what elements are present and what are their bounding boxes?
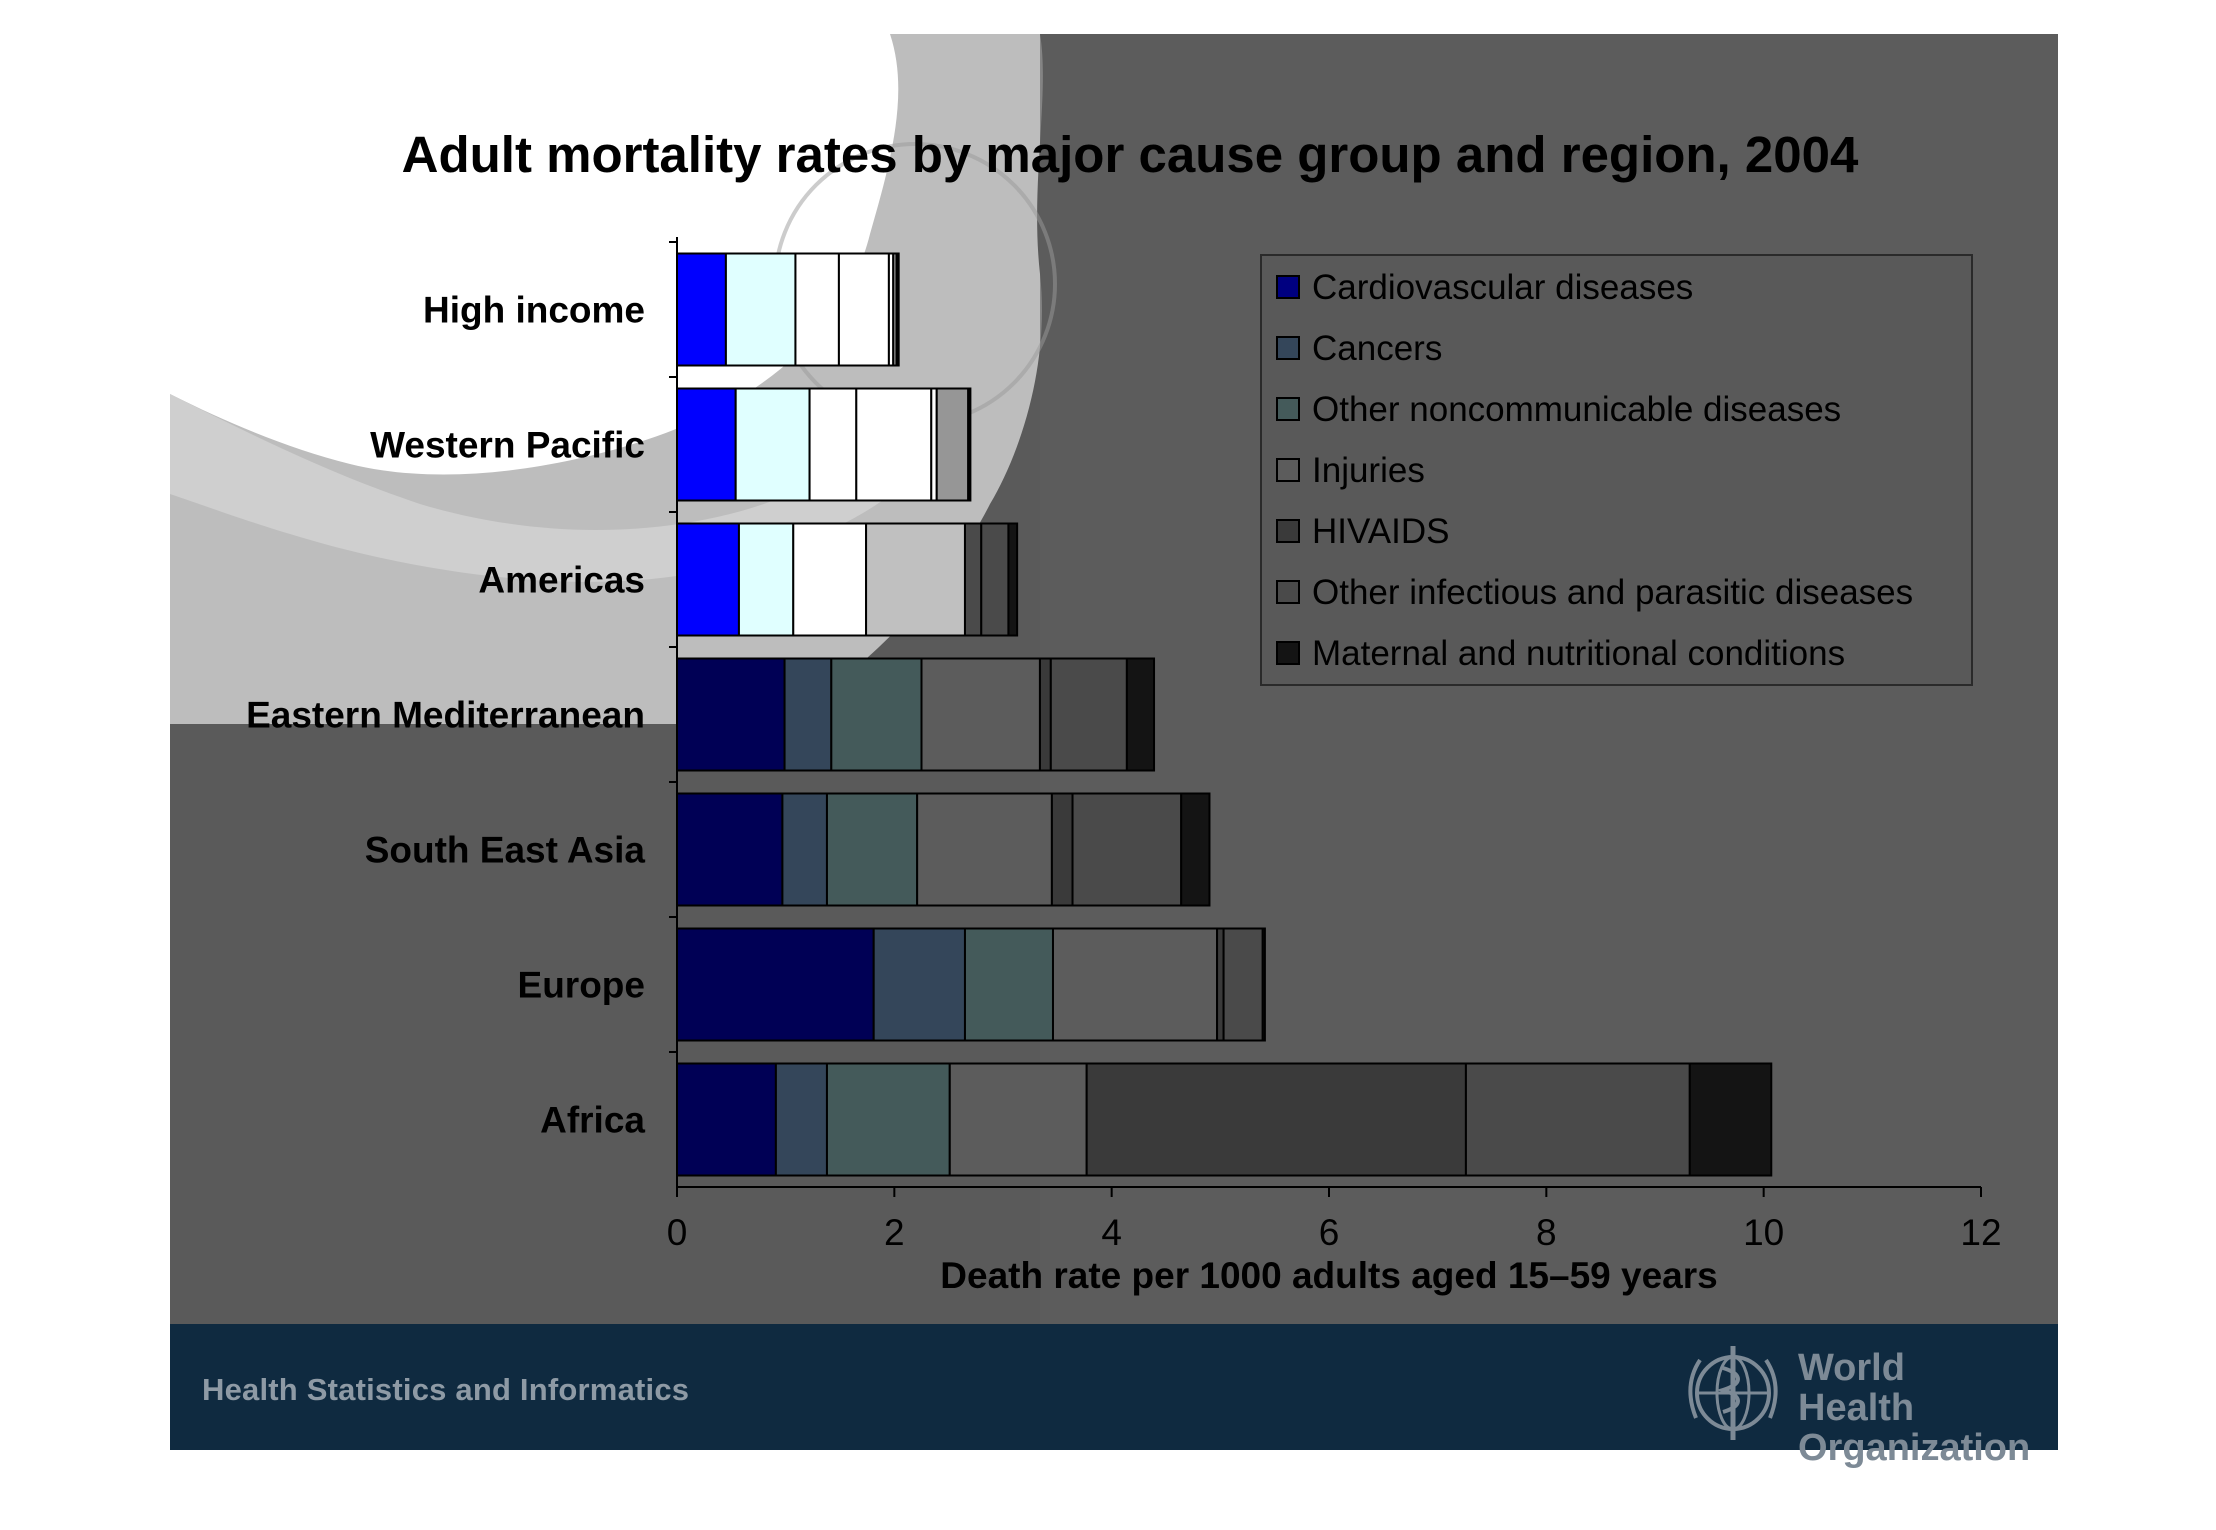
x-tick-label: 0 [667,1212,688,1253]
x-tick-label: 8 [1536,1212,1557,1253]
bar-segment [1007,522,1019,637]
bar-segment [963,927,1054,1042]
bar-segment [1071,792,1183,907]
bar-segment [676,387,737,502]
legend-swatch [1276,275,1300,299]
bar-segment [830,657,923,772]
who-emblem-icon [1688,1346,1778,1440]
bar-segment [825,1062,951,1177]
category-label: Africa [540,1100,645,1141]
legend-swatch [1276,397,1300,421]
x-axis: 0 2 4 6 8 10 12 [667,237,2002,1253]
category-label: Eastern Mediterranean [246,695,645,736]
bar-segment [872,927,966,1042]
bar-segment [724,252,797,367]
bar-segment [916,792,1053,907]
legend-label: Other infectious and parasitic diseases [1312,573,1913,612]
bar-segment [1125,657,1156,772]
bar-segment [980,522,1010,637]
bar-segment [920,657,1041,772]
bar-segment [1222,927,1264,1042]
bar-segment [792,522,868,637]
bar-segment [734,387,811,502]
bar-segment [783,657,833,772]
legend-label: Cancers [1312,329,1442,368]
x-tick-label: 4 [1101,1212,1122,1253]
x-tick-label: 10 [1743,1212,1784,1253]
legend-label: Maternal and nutritional conditions [1312,634,1845,673]
bar-segment [837,252,890,367]
bar-segment [855,387,933,502]
bar-segment [1049,657,1128,772]
bar-segment [676,657,786,772]
legend-swatch [1276,641,1300,665]
bar-segment [737,522,795,637]
chart-title: Adult mortality rates by major cause gro… [402,126,1859,183]
bar-segment [967,387,972,502]
legend-label: Cardiovascular diseases [1312,268,1693,307]
bar-segment [676,1062,777,1177]
x-axis-title: Death rate per 1000 adults aged 15–59 ye… [940,1255,1717,1296]
bar-segment [1180,792,1211,907]
x-tick-label: 6 [1319,1212,1340,1253]
legend-label: HIVAIDS [1312,512,1449,551]
category-labels: High income Western Pacific Americas Easter… [246,290,645,1141]
bar-segment [794,252,840,367]
legend: Cardiovascular diseases Cancers Other nonc… [1260,254,1973,686]
bar-segment [1038,657,1052,772]
bar-segment [1261,927,1266,1042]
legend-label: Other noncommunicable diseases [1312,390,1841,429]
bar-segment [948,1062,1088,1177]
bar-segment [676,252,727,367]
bar-segment [1050,792,1074,907]
bar-segment [781,792,828,907]
who-logo: World Health Organization [1678,1338,2030,1468]
legend-swatch [1276,519,1300,543]
bar-segment [1051,927,1219,1042]
bar-segment [825,792,919,907]
x-tick-label: 2 [884,1212,905,1253]
category-label: South East Asia [365,830,646,871]
bar-segment [865,522,966,637]
org-name-line1: World Health [1798,1347,1915,1429]
legend-label: Injuries [1312,451,1425,490]
bar-segment [1688,1062,1773,1177]
footer-bar: Health Statistics and Informatics World … [170,1324,2058,1468]
bar-segment [774,1062,828,1177]
category-label: Europe [518,965,645,1006]
bar-segment [676,522,740,637]
bar-segment [935,387,970,502]
legend-swatch [1276,458,1300,482]
bar-segment [808,387,858,502]
category-label: Americas [478,560,645,601]
footer-department-text: Health Statistics and Informatics [202,1372,690,1407]
bar-segment [676,927,875,1042]
x-tick-label: 12 [1960,1212,2001,1253]
org-name-line2: Organization [1798,1427,2031,1469]
legend-swatch [1276,336,1300,360]
bar-segment [1464,1062,1691,1177]
legend-swatch [1276,580,1300,604]
legend-box [1260,254,1973,686]
category-label: High income [423,290,645,331]
legend-items: Cardiovascular diseases Cancers Other nonc… [1276,268,1913,673]
bars-layer [676,252,1773,1177]
bar-segment [895,252,900,367]
bar-segment [963,522,983,637]
who-org-name: World Health Organization [1798,1348,2030,1468]
bar-segment [676,792,784,907]
bar-segment [1085,1062,1467,1177]
category-label: Western Pacific [370,425,645,466]
